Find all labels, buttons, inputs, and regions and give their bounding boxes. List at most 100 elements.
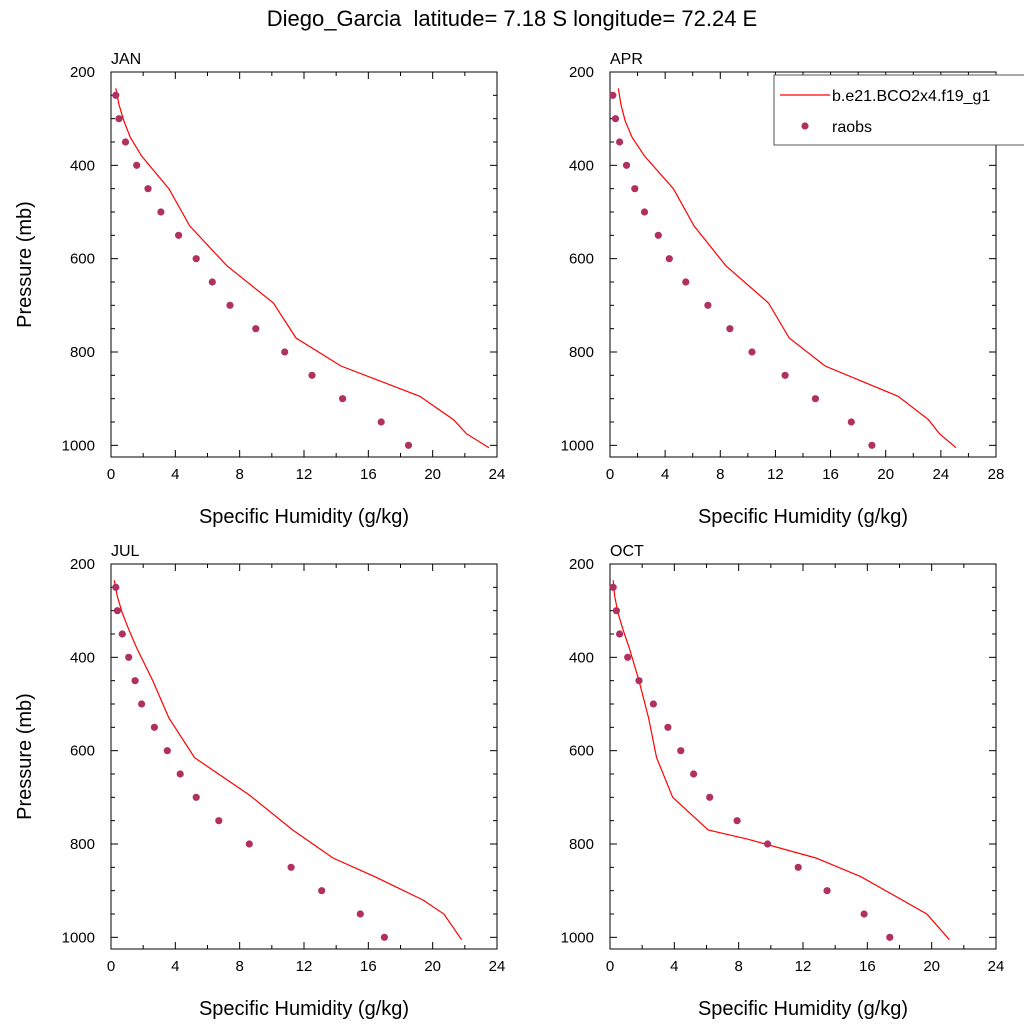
y-tick-label: 1000 (561, 929, 594, 946)
raobs-point (624, 653, 632, 661)
raobs-point (649, 700, 658, 708)
y-tick-label: 800 (569, 344, 594, 361)
raobs-point (860, 910, 868, 918)
raobs-point (144, 185, 152, 193)
x-tick-label: 20 (877, 466, 894, 483)
raobs-point (622, 161, 631, 169)
raobs-point (339, 395, 347, 403)
y-tick-label: 1000 (62, 437, 95, 454)
raobs-point (748, 348, 756, 356)
raobs-point (252, 325, 260, 333)
x-tick-label: 4 (661, 466, 669, 483)
raobs-point (356, 910, 364, 918)
raobs-point (318, 887, 326, 895)
x-tick-label: 16 (360, 466, 377, 483)
x-tick-label: 8 (734, 958, 742, 975)
x-tick-label: 8 (235, 466, 243, 483)
y-tick-label: 1000 (62, 929, 95, 946)
y-tick-label: 800 (569, 836, 594, 853)
raobs-point (113, 607, 121, 615)
raobs-point (616, 630, 624, 638)
plot-frame (609, 563, 997, 950)
x-tick-label: 0 (606, 958, 614, 975)
x-tick-label: 4 (171, 958, 179, 975)
plot-frame (110, 563, 498, 950)
raobs-point (726, 325, 734, 333)
x-tick-label: 8 (716, 466, 724, 483)
raobs-point (157, 208, 165, 216)
raobs-point (616, 138, 624, 146)
legend-marker-swatch (801, 122, 809, 130)
x-tick-label: 8 (235, 958, 243, 975)
x-tick-label: 16 (360, 958, 377, 975)
y-tick-label: 800 (70, 836, 95, 853)
raobs-point (764, 840, 772, 848)
raobs-point (163, 747, 171, 755)
y-tick-label: 200 (70, 556, 95, 573)
raobs-point (631, 185, 639, 193)
raobs-point (811, 395, 820, 403)
raobs-point (308, 371, 316, 379)
panel-oct: OCT 0 4 8 12 16 20 24 200 400 600 800 1000 Specific H… (561, 543, 1005, 1020)
x-tick-label: 20 (923, 958, 940, 975)
figure-title: Diego_Garcia latitude= 7.18 S longitude=… (266, 6, 758, 31)
raobs-point (192, 793, 200, 801)
raobs-point (138, 700, 146, 708)
raobs-point (121, 138, 130, 146)
y-axis-label: Pressure (mb) (14, 201, 36, 328)
raobs-point (377, 418, 385, 426)
raobs-point (192, 255, 200, 263)
raobs-point (611, 115, 620, 123)
raobs-point (215, 817, 223, 825)
x-tick-label: 16 (859, 958, 876, 975)
raobs-point (112, 91, 120, 99)
raobs-point (125, 653, 133, 661)
y-axis-label: Pressure (mb) (14, 693, 36, 820)
raobs-point (640, 208, 649, 216)
legend-box (773, 74, 1024, 146)
x-tick-label: 12 (296, 466, 313, 483)
legend-obs-label: raobs (832, 119, 872, 136)
raobs-point (704, 301, 712, 309)
raobs-point (281, 348, 289, 356)
panel-jan: JAN 0 4 8 12 16 20 24 200 400 600 800 1000 Specific H… (14, 51, 505, 528)
raobs-point (654, 231, 662, 239)
x-tick-label: 12 (795, 958, 812, 975)
panel-title: JAN (111, 51, 141, 68)
x-tick-label: 4 (171, 466, 179, 483)
legend-model-label: b.e21.BCO2x4.f19_g1 (832, 88, 990, 105)
y-tick-label: 200 (70, 64, 95, 81)
raobs-point (665, 255, 673, 263)
raobs-point (886, 933, 894, 941)
raobs-point (847, 418, 855, 426)
raobs-point (226, 301, 234, 309)
raobs-point (733, 817, 741, 825)
y-tick-label: 200 (569, 556, 594, 573)
raobs-point (287, 863, 295, 871)
model-series-line (612, 580, 950, 941)
raobs-point (635, 677, 643, 685)
raobs-point (677, 747, 685, 755)
x-axis-label: Specific Humidity (g/kg) (698, 506, 908, 528)
x-tick-label: 16 (822, 466, 839, 483)
x-tick-label: 24 (489, 958, 506, 975)
panel-title: JUL (111, 543, 140, 560)
model-series-line (113, 580, 463, 941)
x-axis-label: Specific Humidity (g/kg) (199, 998, 409, 1020)
raobs-point (664, 723, 672, 731)
x-tick-label: 0 (107, 958, 115, 975)
y-tick-label: 400 (70, 157, 95, 174)
y-tick-label: 400 (70, 649, 95, 666)
raobs-point (133, 161, 141, 169)
raobs-point (112, 583, 120, 591)
x-tick-label: 20 (424, 466, 441, 483)
x-axis-label: Specific Humidity (g/kg) (199, 506, 409, 528)
raobs-point (612, 607, 621, 615)
raobs-point (706, 793, 714, 801)
y-tick-label: 600 (70, 251, 95, 268)
raobs-point (868, 441, 876, 449)
y-tick-label: 600 (70, 743, 95, 760)
y-tick-label: 600 (569, 251, 594, 268)
